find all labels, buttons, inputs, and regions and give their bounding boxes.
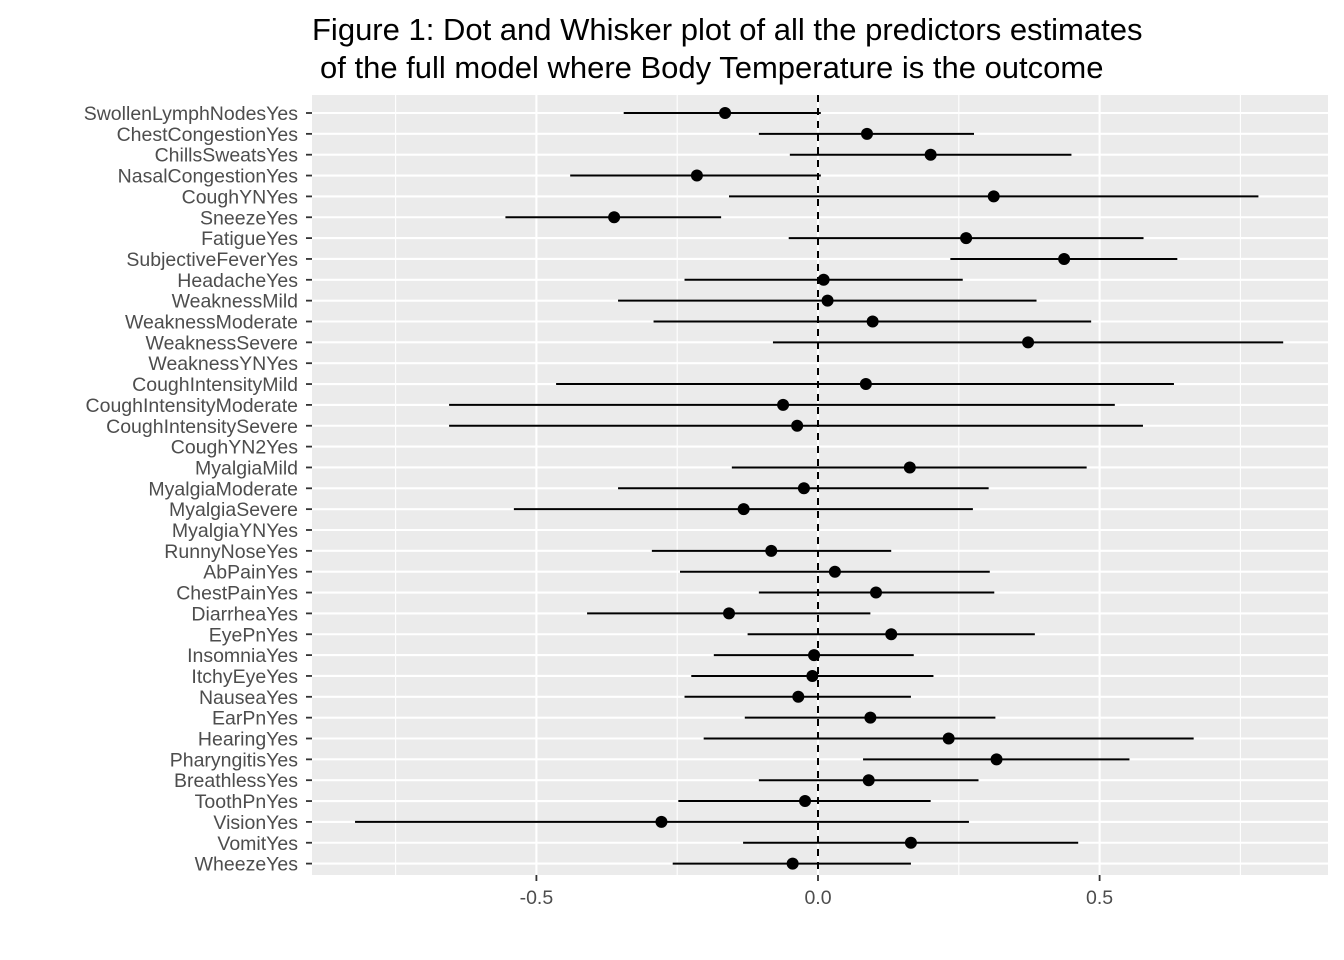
y-axis-tick-label: VomitYes bbox=[217, 833, 298, 855]
y-axis-tick-label: MyalgiaYNYes bbox=[172, 520, 298, 542]
y-axis-tick-label: WeaknessSevere bbox=[146, 332, 298, 354]
estimate-point bbox=[864, 711, 877, 724]
estimate-point bbox=[987, 190, 1000, 203]
y-axis-tick-label: CoughIntensityMild bbox=[132, 374, 298, 396]
x-axis-tick-label: 0.5 bbox=[1086, 887, 1113, 909]
estimate-point bbox=[808, 649, 821, 662]
y-axis-tick-label: ChillsSweatsYes bbox=[155, 145, 299, 167]
y-axis-tick-label: HeadacheYes bbox=[177, 270, 298, 292]
estimate-point bbox=[1022, 336, 1035, 349]
y-axis-tick-label: ItchyEyeYes bbox=[191, 666, 298, 688]
estimate-point bbox=[719, 107, 732, 119]
y-axis-tick-label: ChestPainYes bbox=[176, 583, 298, 605]
y-axis-tick-label: HearingYes bbox=[198, 729, 298, 751]
y-axis-tick-label: CoughYNYes bbox=[182, 186, 299, 208]
estimate-point bbox=[862, 774, 875, 787]
plot-panel bbox=[312, 95, 1328, 875]
estimate-point bbox=[821, 294, 834, 307]
estimate-point bbox=[828, 565, 841, 578]
estimate-point bbox=[655, 815, 668, 828]
y-axis-tick-label: DiarrheaYes bbox=[191, 603, 298, 625]
y-axis-tick-label: WeaknessModerate bbox=[125, 312, 298, 334]
y-axis-tick-label: ToothPnYes bbox=[195, 791, 299, 813]
y-axis-tick-label: FatigueYes bbox=[201, 228, 298, 250]
y-axis-tick-label: MyalgiaMild bbox=[195, 457, 298, 479]
estimate-point bbox=[806, 669, 819, 682]
estimate-point bbox=[723, 607, 736, 620]
y-axis-tick-label: ChestCongestionYes bbox=[117, 124, 299, 146]
y-axis-tick-label: WeaknessYNYes bbox=[148, 353, 298, 375]
y-axis-tick-label: PharyngitisYes bbox=[170, 749, 299, 771]
estimate-point bbox=[924, 148, 937, 161]
y-axis-tick-label: SneezeYes bbox=[200, 207, 298, 229]
x-axis-tick-label: -0.5 bbox=[520, 887, 554, 909]
estimate-point bbox=[904, 836, 917, 849]
estimate-point bbox=[817, 273, 830, 286]
estimate-point bbox=[791, 419, 804, 432]
estimate-point bbox=[737, 503, 750, 516]
y-axis-tick-label: WheezeYes bbox=[195, 854, 299, 876]
y-axis-tick-label: MyalgiaSevere bbox=[169, 499, 298, 521]
estimate-point bbox=[870, 586, 883, 599]
estimate-point bbox=[990, 753, 1003, 766]
estimate-point bbox=[608, 211, 621, 224]
y-axis-tick-label: CoughIntensityModerate bbox=[86, 395, 298, 417]
y-axis-tick-label: MyalgiaModerate bbox=[148, 478, 298, 500]
estimate-point bbox=[690, 169, 703, 182]
estimate-point bbox=[866, 315, 879, 328]
y-axis-tick-label: SwollenLymphNodesYes bbox=[84, 103, 299, 125]
estimate-point bbox=[942, 732, 955, 745]
y-axis-tick-label: CoughIntensitySevere bbox=[106, 416, 298, 438]
estimate-point bbox=[1058, 252, 1071, 265]
chart-title-line-1: Figure 1: Dot and Whisker plot of all th… bbox=[312, 12, 1142, 47]
estimate-point bbox=[960, 232, 973, 245]
estimate-point bbox=[903, 461, 916, 474]
y-axis-tick-label: CoughYN2Yes bbox=[171, 437, 298, 459]
estimate-point bbox=[799, 795, 812, 808]
estimate-point bbox=[786, 857, 799, 870]
y-axis-tick-label: NauseaYes bbox=[199, 687, 298, 709]
estimate-point bbox=[885, 628, 898, 641]
y-axis-tick-label: EyePnYes bbox=[209, 624, 299, 646]
y-axis-tick-label: NasalCongestionYes bbox=[118, 166, 299, 188]
y-axis-tick-label: EarPnYes bbox=[212, 708, 298, 730]
y-axis-tick-label: WeaknessMild bbox=[172, 291, 298, 313]
y-axis-tick-label: InsomniaYes bbox=[187, 645, 298, 667]
y-axis-tick-label: SubjectiveFeverYes bbox=[126, 249, 298, 271]
x-axis-tick-label: 0.0 bbox=[804, 887, 831, 909]
estimate-point bbox=[777, 398, 790, 411]
chart-title-line-2: of the full model where Body Temperature… bbox=[320, 50, 1103, 85]
estimate-marks bbox=[355, 95, 1284, 875]
estimate-point bbox=[860, 127, 873, 140]
y-axis-tick-label: BreathlessYes bbox=[174, 770, 298, 792]
estimate-point bbox=[765, 544, 778, 557]
axes: SwollenLymphNodesYesChestCongestionYesCh… bbox=[84, 103, 1114, 909]
y-axis-tick-label: AbPainYes bbox=[203, 562, 298, 584]
estimate-point bbox=[859, 378, 872, 391]
estimate-point bbox=[792, 690, 805, 703]
y-axis-tick-label: RunnyNoseYes bbox=[164, 541, 298, 563]
y-axis-tick-label: VisionYes bbox=[213, 812, 298, 834]
estimate-point bbox=[797, 482, 810, 495]
